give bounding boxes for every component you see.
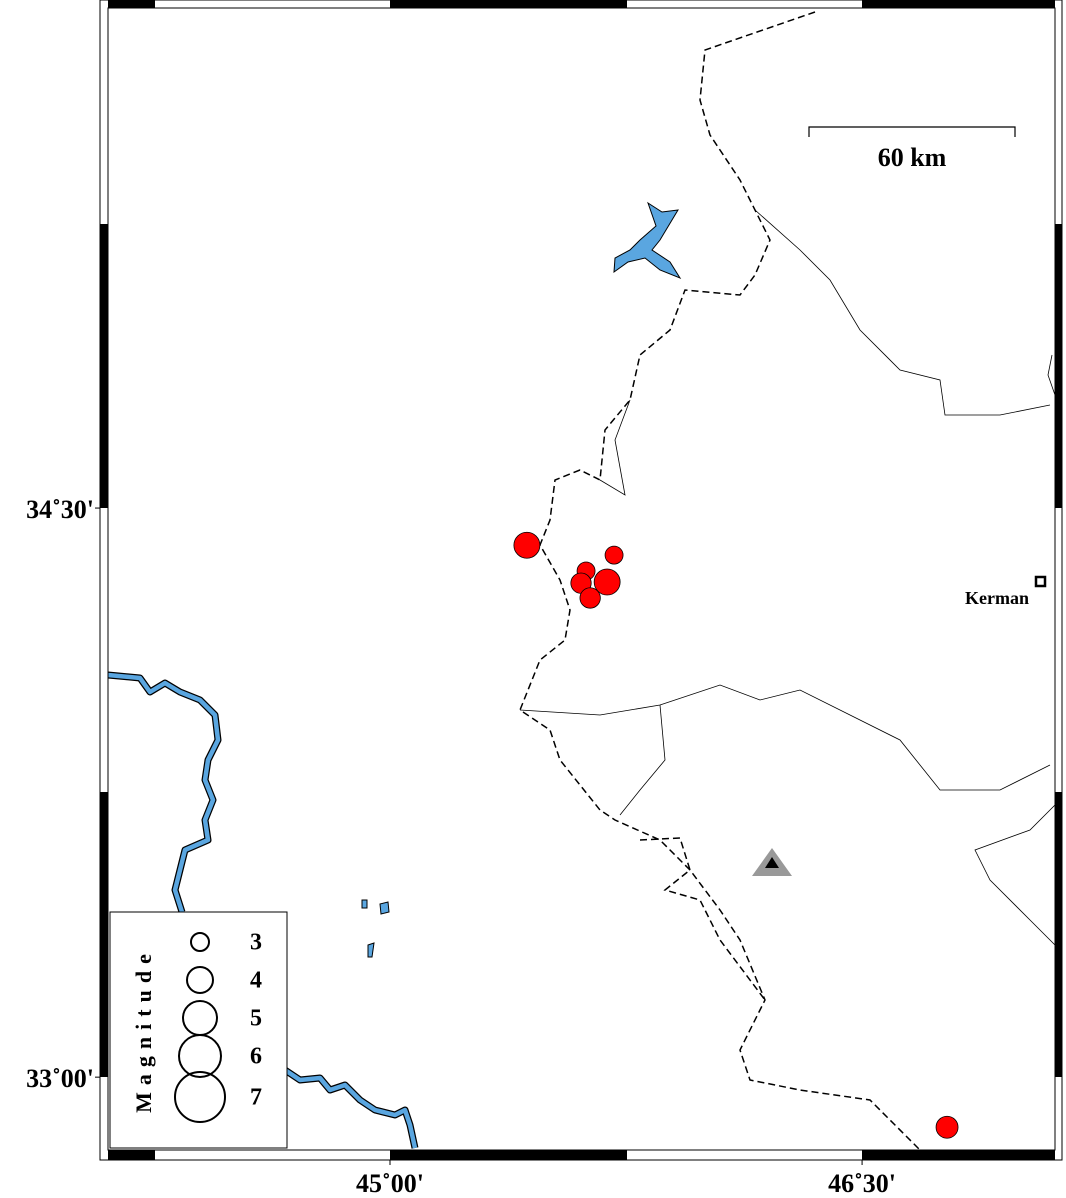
frame-bar	[390, 0, 627, 8]
scale-bar	[808, 126, 1016, 137]
event	[604, 545, 624, 565]
frame-bar	[1055, 224, 1062, 508]
legend-symbol	[186, 966, 214, 994]
rivers	[107, 671, 419, 1149]
event	[593, 568, 621, 596]
legend-label: 3	[250, 930, 262, 956]
international-border	[639, 837, 766, 1001]
legend-label: 4	[250, 968, 262, 994]
scale-label: 60 km	[878, 143, 947, 172]
international-border	[519, 11, 921, 1151]
station	[765, 857, 779, 868]
legend-symbol	[190, 932, 210, 952]
frame-bar	[108, 0, 155, 8]
frame-bar	[100, 224, 108, 508]
frame-bar	[1055, 792, 1062, 1077]
legend-label: 6	[250, 1044, 262, 1070]
lake	[361, 899, 390, 958]
x-tick-label: 45˚00'	[356, 1169, 424, 1198]
x-tick-label: 46˚30'	[828, 1169, 896, 1198]
province-boundary	[619, 704, 666, 816]
legend-label: 5	[250, 1006, 262, 1032]
event	[935, 1115, 959, 1139]
city-label: Kerman	[965, 588, 1029, 608]
frame-bar	[100, 792, 108, 1077]
province-boundary	[519, 684, 1051, 791]
river	[107, 672, 221, 913]
legend-title: Magnitude	[131, 947, 156, 1113]
y-tick-label: 33˚00'	[26, 1064, 94, 1093]
province-boundary	[974, 804, 1056, 946]
frame-bar	[862, 1150, 1055, 1160]
y-tick-label: 34˚30'	[26, 495, 94, 524]
legend-symbol	[178, 1034, 222, 1078]
boundaries	[519, 11, 1056, 1151]
event	[513, 531, 541, 559]
frame-bar	[862, 0, 1055, 8]
province-boundary	[1047, 354, 1056, 396]
province-boundary	[754, 209, 1051, 416]
river	[283, 1068, 418, 1149]
province-boundary	[599, 399, 631, 496]
frame-bar	[108, 1150, 155, 1160]
city-marker	[1034, 575, 1047, 588]
frame-bar	[390, 1150, 627, 1160]
legend-label: 7	[250, 1085, 262, 1111]
frame-bars	[100, 0, 1062, 1160]
legend-symbol	[174, 1071, 226, 1123]
event	[579, 587, 601, 609]
lake	[613, 201, 682, 280]
